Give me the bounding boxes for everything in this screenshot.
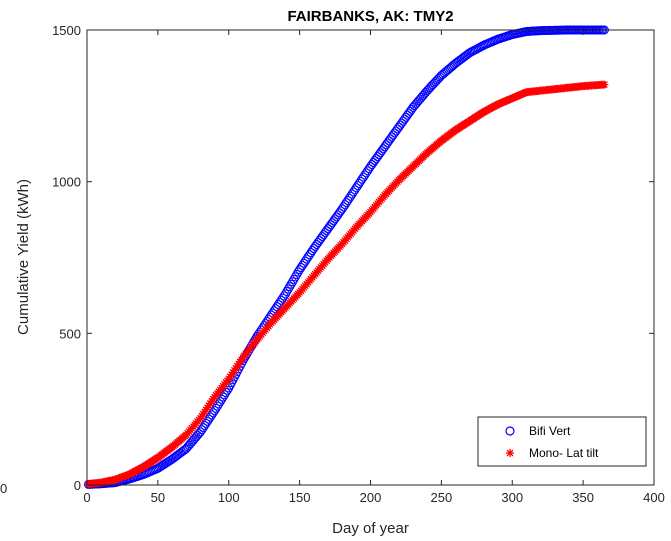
x-axis-label: Day of year xyxy=(332,520,409,537)
data-point xyxy=(279,291,289,301)
plot-area xyxy=(87,30,654,485)
data-point xyxy=(282,286,292,296)
tick-layer: 0 50 100 150 200 250 300 350 400 0 500 1000 1500 xyxy=(52,23,665,505)
y-tick-label: 500 xyxy=(59,326,81,341)
data-point xyxy=(289,274,299,284)
data-point xyxy=(286,279,296,289)
y-tick-label: 1500 xyxy=(52,23,81,38)
x-tick-label: 150 xyxy=(289,490,311,505)
x-tick-label: 400 xyxy=(643,490,665,505)
x-tick-label: 0 xyxy=(83,490,90,505)
x-tick-label: 50 xyxy=(151,490,165,505)
data-point xyxy=(293,267,303,277)
data-point xyxy=(283,284,293,294)
chart-title: FAIRBANKS, AK: TMY2 xyxy=(287,8,453,25)
legend-marker-mono-lat-tilt xyxy=(506,449,514,457)
series-mono-lat-tilt xyxy=(84,80,609,489)
data-point xyxy=(292,269,302,279)
data-point xyxy=(600,80,609,89)
legend-marker-bifi-vert xyxy=(505,426,515,436)
x-tick-label: 250 xyxy=(431,490,453,505)
x-tick-label: 200 xyxy=(360,490,382,505)
data-point xyxy=(285,282,295,292)
legend-label-mono-lat-tilt: Mono- Lat tilt xyxy=(529,446,599,460)
x-tick-label: 300 xyxy=(501,490,523,505)
x-tick-label: 350 xyxy=(572,490,594,505)
data-point xyxy=(280,289,290,299)
data-point xyxy=(288,277,298,287)
legend: Bifi Vert Mono- Lat tilt xyxy=(477,416,647,467)
legend-box xyxy=(477,416,647,467)
data-point xyxy=(208,408,218,418)
data-point xyxy=(210,406,220,416)
y-tick-label: 0 xyxy=(74,478,81,493)
data-point xyxy=(218,392,228,402)
stray-tick-label: 0 xyxy=(0,481,7,496)
data-point xyxy=(290,272,300,282)
y-axis-label: Cumulative Yield (kWh) xyxy=(15,179,32,335)
y-tick-label: 1000 xyxy=(52,175,81,190)
legend-label-bifi-vert: Bifi Vert xyxy=(529,424,571,438)
x-tick-label: 100 xyxy=(218,490,240,505)
